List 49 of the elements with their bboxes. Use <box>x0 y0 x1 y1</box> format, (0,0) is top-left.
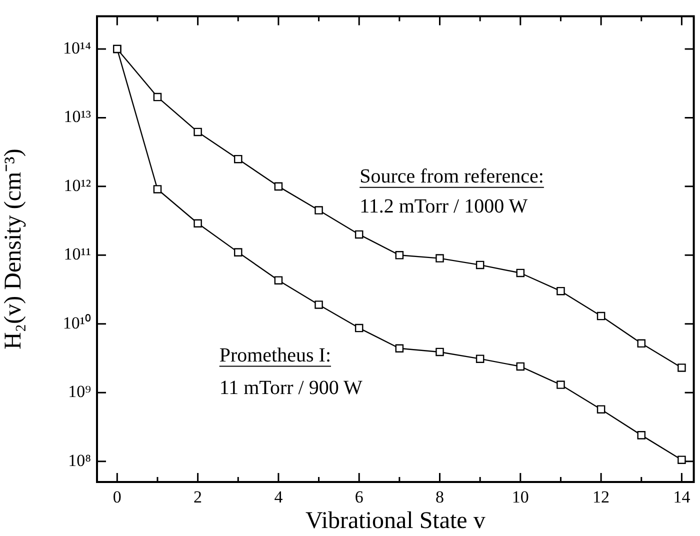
y-tick-label: 10¹² <box>64 176 91 195</box>
annotation: Prometheus I: <box>219 344 331 366</box>
y-axis-title: H₂(v) Density (cm⁻³) <box>0 148 27 350</box>
point <box>395 251 404 260</box>
y-tick-label: 10¹⁰ <box>62 313 91 332</box>
point <box>678 364 686 372</box>
point <box>274 276 283 284</box>
point <box>153 92 162 102</box>
point <box>516 268 525 278</box>
x-tick-label: 8 <box>436 488 444 507</box>
y-tick-label: 10⁸ <box>68 450 92 470</box>
y-tick-label: 10¹³ <box>64 107 91 126</box>
x-tick-label: 10 <box>512 488 529 507</box>
annotation: 11 mTorr / 900 W <box>219 377 362 400</box>
point <box>234 248 242 256</box>
point <box>314 206 323 214</box>
point <box>153 185 162 194</box>
point <box>354 230 364 239</box>
point <box>556 380 565 389</box>
point <box>274 182 283 191</box>
y-tick-label: 10¹¹ <box>64 244 91 264</box>
x-tick-label: 14 <box>673 488 691 507</box>
point <box>234 154 242 164</box>
point <box>637 339 646 348</box>
point <box>436 254 444 262</box>
point <box>194 128 202 136</box>
annotation: 11.2 mTorr / 1000 W <box>360 195 528 218</box>
x-tick-label: 2 <box>194 488 202 507</box>
point <box>476 354 484 363</box>
point <box>596 312 606 320</box>
point <box>678 456 686 464</box>
point <box>516 362 525 371</box>
annotation: Source from reference: <box>360 166 544 188</box>
x-tick-label: 12 <box>592 488 610 507</box>
point <box>637 431 646 440</box>
x-axis-title: Vibrational State v <box>305 508 486 534</box>
point <box>436 348 444 356</box>
point <box>194 219 202 228</box>
x-tick-label: 4 <box>274 488 284 507</box>
point <box>596 405 606 414</box>
x-tick-label: 0 <box>112 488 122 507</box>
point <box>476 260 484 270</box>
point <box>314 300 323 309</box>
point <box>395 344 404 353</box>
point <box>354 324 364 332</box>
point <box>556 286 565 296</box>
x-tick-label: 6 <box>354 488 364 507</box>
y-tick-label: 10¹⁴ <box>62 38 92 58</box>
y-tick-label: 10⁹ <box>68 382 92 402</box>
